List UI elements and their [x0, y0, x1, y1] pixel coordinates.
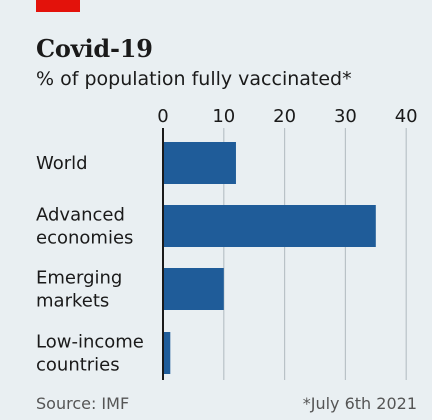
brand-red-tag — [36, 0, 80, 12]
x-tick-label: 10 — [212, 106, 235, 127]
chart-subtitle: % of population fully vaccinated* — [36, 68, 352, 90]
bar — [163, 332, 171, 374]
bar — [163, 142, 236, 184]
chart-title: Covid-19 — [36, 34, 153, 63]
category-label: Low-income countries — [36, 332, 144, 376]
bar — [163, 205, 376, 247]
category-label: Advanced economies — [36, 205, 133, 249]
category-label: Emerging markets — [36, 268, 122, 312]
source-note: Source: IMF — [36, 394, 130, 413]
x-tick-label: 40 — [395, 106, 418, 127]
x-tick-label: 20 — [273, 106, 296, 127]
x-tick-label: 0 — [157, 106, 168, 127]
date-footnote: *July 6th 2021 — [302, 394, 417, 413]
x-tick-label: 30 — [334, 106, 357, 127]
bar — [163, 268, 224, 310]
category-label: World — [36, 153, 88, 174]
